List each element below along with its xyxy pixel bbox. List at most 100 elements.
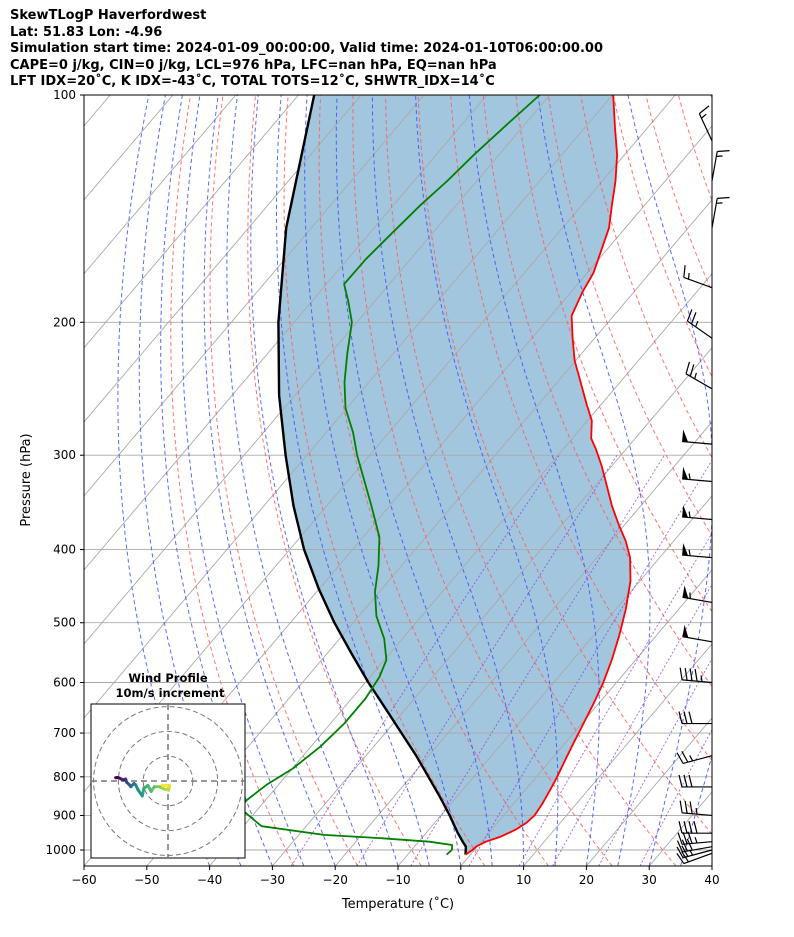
wind-barb-flag bbox=[682, 624, 689, 638]
isotherm-line bbox=[711, 865, 712, 866]
wind-barb-full bbox=[717, 196, 730, 200]
wind-barb-full bbox=[681, 839, 688, 852]
wind-barb-half bbox=[694, 372, 697, 379]
wind-barb-full bbox=[678, 711, 683, 724]
wind-barb-shaft bbox=[682, 596, 713, 604]
moist-adiabat bbox=[250, 95, 399, 866]
y-tick-label: 500 bbox=[53, 616, 76, 630]
wind-barb-full bbox=[688, 711, 693, 724]
x-tick-label: 0 bbox=[457, 873, 465, 887]
wind-barb bbox=[676, 851, 713, 865]
y-tick-label: 600 bbox=[53, 676, 76, 690]
dry-adiabat bbox=[247, 95, 422, 866]
wind-barb-full bbox=[717, 150, 730, 153]
wind-barb bbox=[679, 667, 713, 684]
chart-title: SkewTLogP Haverfordwest bbox=[10, 8, 207, 23]
mixing-ratio-line bbox=[639, 728, 712, 866]
wind-barb-half bbox=[689, 755, 694, 762]
mixing-ratio-line bbox=[290, 454, 560, 866]
y-tick-label: 1000 bbox=[45, 843, 76, 857]
wind-barb bbox=[698, 105, 713, 142]
wind-barb-half bbox=[695, 320, 699, 328]
wind-barb-shaft bbox=[682, 755, 713, 765]
wind-barb-full bbox=[688, 821, 693, 834]
x-tick-label: 20 bbox=[579, 873, 594, 887]
wind-barb-full bbox=[689, 364, 695, 377]
dry-adiabat bbox=[744, 95, 794, 866]
wind-barb-half bbox=[701, 113, 707, 119]
wind-barb-full bbox=[686, 309, 693, 322]
dry-adiabat bbox=[515, 95, 712, 613]
wind-profile-plot bbox=[91, 704, 245, 858]
wind-barb-full bbox=[676, 852, 685, 864]
wind-barb-full bbox=[689, 668, 693, 681]
y-tick-label: 700 bbox=[53, 726, 76, 740]
wind-barb-full bbox=[676, 846, 684, 859]
dry-adiabat bbox=[547, 95, 712, 537]
x-tick-label: −60 bbox=[71, 873, 96, 887]
wind-barb-half bbox=[688, 511, 691, 518]
wind-barb bbox=[678, 774, 712, 788]
moist-adiabat bbox=[181, 95, 305, 866]
dry-adiabat bbox=[645, 95, 712, 293]
wind-barb-shaft bbox=[687, 320, 713, 339]
dry-adiabat bbox=[417, 95, 712, 835]
wind-barb-full bbox=[679, 800, 683, 813]
isotherm-line bbox=[84, 95, 613, 719]
wind-barb-full bbox=[694, 668, 698, 682]
moist-adiabat bbox=[537, 95, 651, 866]
wind-barb-full bbox=[677, 832, 683, 845]
wind-barb-half bbox=[688, 473, 691, 480]
moist-adiabat bbox=[226, 95, 368, 866]
wind-barb-flag bbox=[682, 466, 689, 480]
wind-barb-full bbox=[679, 667, 683, 680]
wind-barb bbox=[682, 543, 713, 559]
wind-barb-half bbox=[695, 807, 698, 815]
wind-barb-full bbox=[698, 105, 710, 115]
wind-barb-flag bbox=[682, 543, 689, 556]
isotherm-line bbox=[84, 95, 425, 497]
y-tick-label: 300 bbox=[53, 448, 76, 462]
wind-barb-half bbox=[700, 675, 703, 682]
isotherm-line bbox=[523, 643, 712, 866]
wind-barb-full bbox=[682, 831, 688, 845]
x-tick-label: −10 bbox=[385, 873, 410, 887]
wind-barb bbox=[678, 711, 712, 725]
x-tick-label: 10 bbox=[516, 873, 531, 887]
isotherm-line bbox=[586, 717, 712, 866]
wind-barb-full bbox=[685, 361, 690, 374]
dry-adiabat bbox=[776, 95, 794, 866]
wind-barb bbox=[711, 150, 730, 182]
wind-barb bbox=[677, 831, 713, 845]
wind-barb-full bbox=[684, 668, 688, 681]
isotherm-line bbox=[209, 273, 712, 866]
wind-barb bbox=[676, 838, 713, 853]
wind-barb-full bbox=[676, 840, 684, 853]
dry-adiabat bbox=[352, 95, 613, 866]
y-tick-label: 400 bbox=[53, 543, 76, 557]
dry-adiabat bbox=[170, 95, 295, 866]
moist-adiabat bbox=[203, 95, 336, 866]
isotherm-line bbox=[460, 569, 712, 866]
dry-adiabat bbox=[209, 95, 358, 866]
wind-barb-shaft bbox=[682, 478, 713, 483]
x-tick-label: −30 bbox=[260, 873, 285, 887]
dry-adiabat bbox=[450, 95, 712, 762]
wind-barb bbox=[682, 504, 713, 521]
x-tick-label: −50 bbox=[134, 873, 159, 887]
moist-adiabat bbox=[371, 95, 525, 866]
indices-line-2: LFT IDX=20˚C, K IDX=-43˚C, TOTAL TOTS=12… bbox=[10, 74, 495, 89]
mixing-ratio-line bbox=[356, 454, 618, 866]
wind-barb-full bbox=[676, 752, 684, 764]
isotherm-line bbox=[84, 95, 551, 645]
wind-barb-shaft bbox=[682, 516, 713, 521]
moist-adiabat bbox=[304, 95, 462, 866]
wind-barb bbox=[682, 466, 713, 483]
wind-barb bbox=[685, 361, 713, 390]
moist-adiabat bbox=[160, 95, 273, 866]
indices-line-1: CAPE=0 j/kg, CIN=0 j/kg, LCL=976 hPa, LF… bbox=[10, 57, 497, 73]
location-line: Lat: 51.83 Lon: -4.96 bbox=[10, 24, 163, 40]
wind-barb bbox=[686, 309, 713, 339]
isotherm-line bbox=[397, 495, 712, 866]
